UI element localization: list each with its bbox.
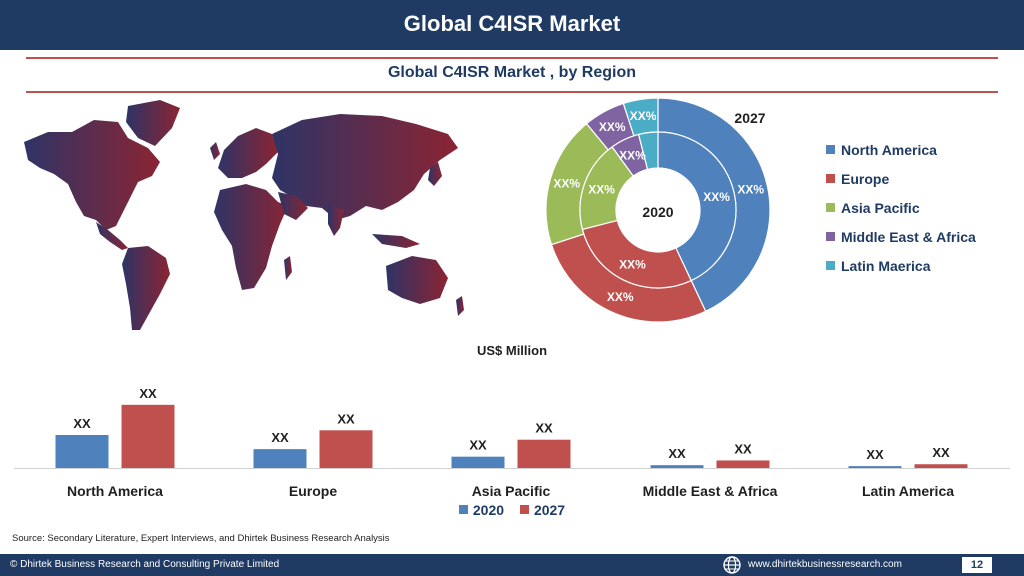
globe-icon	[723, 556, 741, 574]
page-number: 12	[962, 557, 992, 573]
bar-chart-unit-label: US$ Million	[476, 343, 548, 358]
website-link[interactable]: www.dhirtekbusinessresearch.com	[748, 559, 902, 570]
legend-label: Middle East & Africa	[841, 229, 976, 245]
bar-label-latin-america-2020: XX	[866, 447, 884, 462]
bar-asia-pacific-2027	[517, 439, 571, 468]
legend-item-2020: 2020	[458, 502, 505, 518]
donut-label-2027-latin-maerica: XX%	[630, 109, 657, 123]
category-label-north-america: North America	[67, 483, 163, 499]
bar-north-america-2027	[121, 404, 175, 468]
source-note: Source: Secondary Literature, Expert Int…	[12, 533, 390, 544]
donut-label-2027-middle-east-africa: XX%	[599, 120, 626, 134]
bar-middle-east-africa-2027	[716, 460, 770, 468]
donut-legend: North America Europe Asia Pacific Middle…	[826, 140, 976, 285]
legend-label: Europe	[841, 171, 890, 187]
slide-title: Global C4ISR Market	[0, 0, 1024, 50]
bar-north-america-2020	[55, 435, 109, 468]
legend-item-asia-pacific: Asia Pacific	[826, 198, 976, 227]
bar-europe-2027	[319, 430, 373, 468]
legend-swatch	[826, 232, 835, 241]
donut-label-2020-north-america: XX%	[703, 190, 730, 204]
region-share-donut-chart: XX% XX% XX% XX% XX% XX% XX% XX% XX% 2027 2020	[545, 97, 771, 323]
legend-label: North America	[841, 142, 937, 158]
legend-item-latin-america: Latin Maerica	[826, 256, 976, 285]
legend-swatch	[826, 174, 835, 183]
legend-label: Latin Maerica	[841, 258, 931, 274]
donut-label-2020-middle-east-africa: XX%	[619, 149, 646, 163]
bar-chart-legend: 2020 2027	[0, 502, 1024, 518]
legend-item-europe: Europe	[826, 169, 976, 198]
bar-label-asia-pacific-2020: XX	[469, 438, 487, 453]
donut-label-2027-europe: XX%	[607, 290, 634, 304]
bottom-divider	[26, 91, 998, 93]
bar-label-middle-east-africa-2027: XX	[734, 441, 752, 456]
bar-label-latin-america-2027: XX	[932, 445, 950, 460]
bar-label-asia-pacific-2027: XX	[535, 421, 553, 436]
category-label-europe: Europe	[289, 483, 337, 499]
legend-item-2027: 2027	[519, 502, 566, 518]
world-map-icon	[24, 100, 464, 330]
top-divider	[26, 57, 998, 59]
outer-ring-label: 2027	[734, 110, 765, 126]
legend-item-middle-east-africa: Middle East & Africa	[826, 227, 976, 256]
category-label-middle-east-africa: Middle East & Africa	[643, 483, 778, 499]
bar-label-middle-east-africa-2020: XX	[668, 446, 686, 461]
legend-label: 2020	[472, 502, 505, 518]
donut-label-2027-asia-pacific: XX%	[553, 176, 580, 190]
section-title: Global C4ISR Market , by Region	[387, 64, 637, 81]
category-label-latin-america: Latin America	[862, 483, 954, 499]
inner-ring-label: 2020	[642, 204, 673, 220]
category-label-asia-pacific: Asia Pacific	[472, 483, 551, 499]
bar-europe-2020	[253, 449, 307, 468]
footer-bar: © Dhirtek Business Research and Consulti…	[0, 554, 1024, 576]
bar-latin-america-2027	[914, 464, 968, 468]
bar-label-north-america-2027: XX	[139, 386, 157, 401]
legend-label: 2027	[533, 502, 566, 518]
copyright-text: © Dhirtek Business Research and Consulti…	[10, 559, 280, 570]
donut-hole	[616, 168, 700, 252]
legend-swatch	[519, 505, 529, 514]
bar-label-europe-2027: XX	[337, 411, 355, 426]
donut-label-2027-north-america: XX%	[737, 182, 764, 196]
legend-label: Asia Pacific	[841, 200, 920, 216]
donut-label-2020-asia-pacific: XX%	[588, 183, 615, 197]
bar-label-north-america-2020: XX	[73, 416, 91, 431]
bar-middle-east-africa-2020	[650, 465, 704, 468]
legend-swatch	[826, 261, 835, 270]
bar-label-europe-2020: XX	[271, 430, 289, 445]
legend-swatch	[826, 203, 835, 212]
legend-item-north-america: North America	[826, 140, 976, 169]
donut-label-2020-europe: XX%	[619, 257, 646, 271]
bar-latin-america-2020	[848, 466, 902, 468]
legend-swatch	[826, 145, 835, 154]
bar-asia-pacific-2020	[451, 456, 505, 468]
legend-swatch	[458, 505, 468, 514]
regional-bar-chart: XX XX XX XX XX XX XX XX XX XX North America Europe…	[14, 386, 1010, 499]
